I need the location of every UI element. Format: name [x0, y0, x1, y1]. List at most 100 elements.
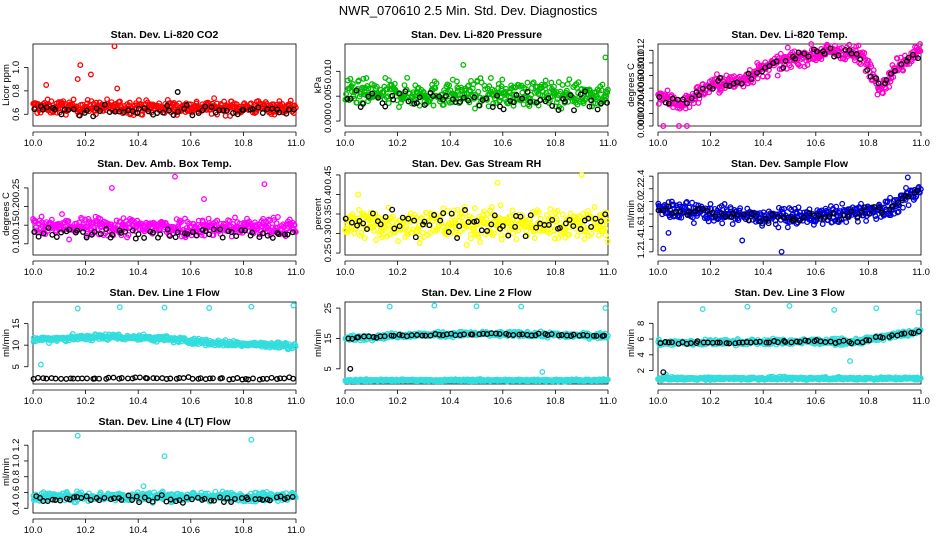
data-point: [759, 68, 765, 75]
data-point: [58, 375, 65, 382]
outlier-point: [518, 303, 525, 310]
data-point: [268, 374, 275, 381]
x-tick-label: 10.0: [336, 138, 355, 149]
data-point: [537, 97, 544, 103]
y-tick-label: 0.004: [636, 89, 647, 113]
panel-3: Stan. Dev. Li-820 Temp.degrees C10.0 10.2…: [626, 29, 930, 149]
data-point: [385, 77, 392, 84]
outlier-point: [87, 71, 94, 78]
data-point: [471, 94, 478, 101]
data-point: [283, 110, 290, 117]
data-point: [564, 81, 571, 88]
data-point: [43, 104, 50, 111]
data-point: [775, 224, 782, 231]
data-point: [391, 80, 398, 87]
outlier-point: [37, 361, 44, 368]
y-tick-label: 15: [323, 333, 334, 344]
outlier-point: [161, 304, 168, 311]
data-point: [498, 83, 505, 90]
y-tick-label: 2.4: [636, 170, 647, 183]
data-point: [53, 234, 60, 240]
data-point: [84, 375, 90, 382]
data-point: [363, 75, 370, 82]
x-tick-label: 10.8: [859, 267, 878, 278]
x-tick-label: 10.4: [754, 267, 773, 278]
data-point: [527, 99, 534, 105]
outlier-point: [473, 303, 480, 310]
data-point: [477, 239, 484, 246]
data-point: [873, 75, 880, 82]
data-point: [510, 102, 517, 109]
outlier-point: [77, 62, 84, 69]
outlier-point: [74, 76, 81, 83]
data-point: [82, 223, 89, 230]
data-point: [35, 374, 42, 381]
data-point: [595, 232, 602, 239]
y-tick-label: 0.10: [11, 235, 22, 254]
data-point: [513, 92, 520, 99]
outlier-point: [116, 304, 123, 311]
data-point: [574, 232, 581, 239]
data-point: [291, 106, 297, 113]
data-point: [181, 105, 188, 112]
data-point: [887, 70, 894, 77]
data-point: [813, 48, 820, 55]
data-point: [193, 98, 200, 105]
x-tick-label: 10.6: [182, 267, 201, 278]
y-tick-label: 0.002: [636, 101, 647, 125]
y-tick-label: 8: [636, 321, 647, 326]
outlier-point: [360, 75, 367, 82]
y-tick-label: 25: [323, 303, 334, 314]
data-point: [780, 64, 787, 71]
data-point: [513, 236, 520, 243]
outlier-point: [201, 196, 207, 203]
data-point: [875, 80, 882, 87]
data-point: [524, 88, 531, 95]
data-point: [542, 77, 549, 84]
data-point: [591, 204, 598, 210]
data-point: [202, 103, 209, 110]
data-point: [559, 211, 566, 218]
outlier-point: [904, 174, 911, 181]
data-point: [555, 107, 562, 113]
outlier-point: [290, 302, 297, 309]
x-tick-label: 10.8: [234, 396, 253, 407]
data-point: [227, 112, 234, 119]
data-point: [487, 75, 494, 81]
data-point: [764, 73, 771, 80]
y-tick-label: 1.8: [636, 207, 647, 220]
data-point: [132, 235, 139, 242]
data-point: [892, 67, 898, 74]
data-point: [65, 106, 72, 113]
data-point: [440, 101, 447, 108]
data-point: [696, 95, 703, 102]
data-point: [365, 93, 372, 100]
panel-title: Stan. Dev. Line 1 Flow: [109, 287, 220, 299]
outlier-point: [915, 309, 922, 316]
data-point: [164, 102, 171, 109]
data-point: [792, 55, 799, 62]
data-point: [510, 99, 517, 106]
series-2: [30, 374, 297, 383]
x-tick-label: 10.2: [388, 396, 407, 407]
outlier-point: [699, 306, 706, 313]
data-point: [883, 77, 890, 84]
data-point: [255, 104, 262, 111]
outlier-point: [676, 123, 682, 129]
data-point: [690, 220, 697, 227]
data-point: [702, 90, 709, 97]
panel-title: Stan. Dev. Line 3 Flow: [734, 287, 845, 299]
data-point: [745, 70, 752, 77]
data-point: [539, 88, 546, 95]
x-tick-label: 10.2: [76, 138, 95, 149]
x-tick-label: 10.0: [24, 396, 43, 407]
y-tick-label: 0.000: [323, 109, 334, 133]
outlier-point: [174, 89, 181, 95]
data-point: [494, 92, 501, 99]
data-point: [899, 204, 906, 211]
data-point: [707, 201, 714, 207]
data-point: [463, 242, 470, 248]
data-point: [476, 102, 483, 109]
